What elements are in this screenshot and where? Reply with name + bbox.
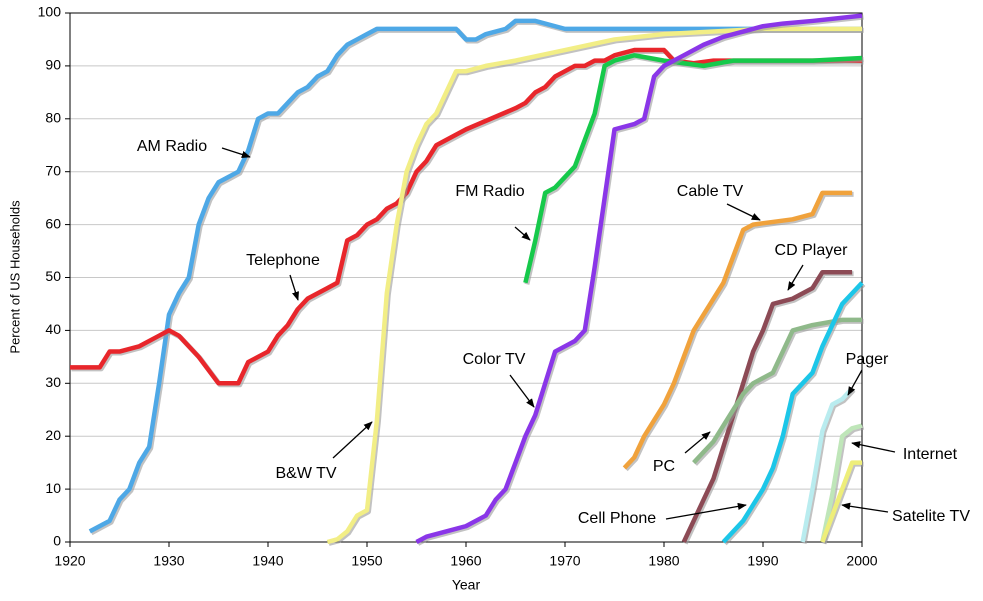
series-line <box>415 13 863 544</box>
series-label: AM Radio <box>137 138 207 155</box>
series-line <box>820 460 862 543</box>
series-shadow <box>416 14 864 546</box>
series-line <box>622 190 853 470</box>
annotation-arrow <box>787 264 804 291</box>
series-label: Internet <box>903 446 958 463</box>
x-tick-label: 1960 <box>450 553 481 569</box>
x-tick-label: 1920 <box>54 553 85 569</box>
annotation-arrow <box>851 441 896 453</box>
y-tick-label: 50 <box>45 268 61 284</box>
x-tick-label: 1990 <box>747 553 778 569</box>
series-line <box>820 423 863 543</box>
x-tick-label: 1970 <box>549 553 580 569</box>
y-tick-label: 100 <box>38 4 62 20</box>
series-label: Color TV <box>463 351 526 368</box>
y-axis-label: Percent of US Households <box>7 200 22 354</box>
annotation-arrow <box>289 274 299 301</box>
annotation-arrow <box>684 431 711 454</box>
y-tick-label: 70 <box>45 162 61 178</box>
x-tick-label: 1950 <box>351 553 382 569</box>
series-label: Cable TV <box>677 183 744 200</box>
y-tick-label: 0 <box>53 533 61 549</box>
x-tick-label: 1940 <box>252 553 283 569</box>
series-line <box>721 281 864 544</box>
annotation-arrow <box>726 203 761 221</box>
x-tick-label: 1980 <box>648 553 679 569</box>
series-label: Cell Phone <box>578 510 656 527</box>
annotation-arrow <box>514 226 531 241</box>
annotation-arrow <box>665 502 747 520</box>
series-label: FM Radio <box>455 183 524 200</box>
series-line <box>523 53 863 284</box>
y-tick-label: 20 <box>45 427 61 443</box>
series-label: CD Player <box>775 242 849 259</box>
series-line <box>326 26 862 545</box>
plot-frame <box>69 12 863 543</box>
annotation-arrow <box>221 147 251 158</box>
annotation-arrow <box>332 421 373 459</box>
y-tick-label: 40 <box>45 321 61 337</box>
series-line <box>692 317 862 465</box>
series-shadow <box>71 49 864 388</box>
series-label: Telephone <box>246 252 320 269</box>
x-tick-label: 2000 <box>846 553 877 569</box>
y-tick-label: 10 <box>45 480 61 496</box>
y-tick-label: 60 <box>45 215 61 231</box>
series-line <box>70 47 862 386</box>
annotation-arrow <box>847 369 863 396</box>
annotation-arrow <box>509 374 535 408</box>
series-label: PC <box>653 458 675 475</box>
series-label: B&W TV <box>275 465 336 482</box>
series-line <box>681 269 853 543</box>
y-tick-label: 30 <box>45 374 61 390</box>
series-line <box>800 387 854 543</box>
annotation-arrow <box>841 502 889 513</box>
y-tick-label: 90 <box>45 57 61 73</box>
series-line <box>88 18 862 534</box>
x-tick-label: 1930 <box>153 553 184 569</box>
series-label: Pager <box>846 351 889 368</box>
x-axis-label: Year <box>452 577 481 593</box>
series-label: Satelite TV <box>892 508 970 525</box>
y-tick-label: 80 <box>45 110 61 126</box>
